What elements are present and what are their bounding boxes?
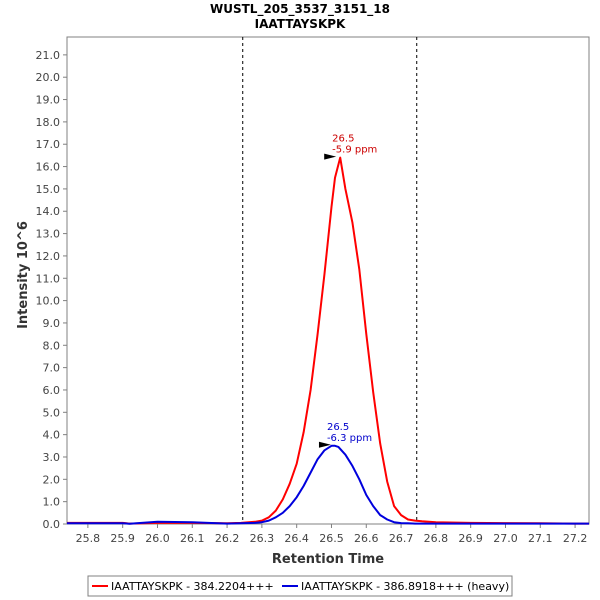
peak-marker — [324, 153, 337, 160]
y-tick-label: 0.0 — [43, 518, 61, 531]
peak-annotation-text: 26.5 — [327, 422, 349, 433]
peak-annotation-text: -6.3 ppm — [327, 433, 372, 444]
legend: IAATTAYSKPK - 384.2204+++ IAATTAYSKPK - 3… — [87, 575, 513, 597]
x-tick-label: 27.1 — [528, 532, 553, 545]
y-tick-label: 4.0 — [43, 429, 61, 442]
y-tick-label: 1.0 — [43, 496, 61, 509]
x-tick-label: 26.7 — [389, 532, 414, 545]
x-axis-label: Retention Time — [272, 552, 384, 567]
x-tick-label: 26.2 — [215, 532, 240, 545]
y-tick-label: 15.0 — [36, 183, 61, 196]
y-axis: 0.0 1.0 2.0 3.0 4.0 5.0 6.0 7.0 8.0 9.0 10.0 11.0 12… — [36, 49, 67, 531]
plot-area — [66, 36, 590, 525]
peak-annotation-text: -5.9 ppm — [332, 145, 377, 156]
x-tick-label: 27.2 — [563, 532, 588, 545]
y-tick-label: 5.0 — [43, 406, 61, 419]
y-tick-label: 8.0 — [43, 339, 61, 352]
chart-subtitle: IAATTAYSKPK — [255, 17, 346, 31]
x-tick-label: 27.0 — [493, 532, 518, 545]
y-tick-label: 7.0 — [43, 362, 61, 375]
y-tick-label: 13.0 — [36, 228, 61, 241]
peak-annotation-text: 26.5 — [332, 134, 354, 145]
x-tick-label: 25.9 — [110, 532, 135, 545]
y-tick-label: 18.0 — [36, 116, 61, 129]
y-tick-label: 2.0 — [43, 473, 61, 486]
x-tick-label: 26.9 — [458, 532, 483, 545]
series-layer — [67, 156, 589, 525]
y-tick-label: 16.0 — [36, 161, 61, 174]
x-tick-label: 26.8 — [424, 532, 449, 545]
y-tick-label: 3.0 — [43, 451, 61, 464]
y-tick-label: 12.0 — [36, 250, 61, 263]
y-tick-label: 20.0 — [36, 71, 61, 84]
y-tick-label: 9.0 — [43, 317, 61, 330]
x-tick-label: 26.0 — [145, 532, 170, 545]
peak-marker — [318, 441, 331, 448]
chart-title: WUSTL_205_3537_3151_18 — [210, 2, 390, 17]
legend-box — [87, 575, 513, 597]
legend-entry-label: IAATTAYSKPK - 386.8918+++ (heavy) — [301, 580, 509, 593]
y-tick-label: 19.0 — [36, 94, 61, 107]
x-tick-label: 26.6 — [354, 532, 379, 545]
y-tick-label: 21.0 — [36, 49, 61, 62]
x-axis: 25.8 25.9 26.0 26.1 26.2 26.3 26.4 26.5 26.6 26.7… — [76, 524, 588, 545]
x-tick-label: 25.8 — [76, 532, 101, 545]
x-tick-label: 26.3 — [250, 532, 275, 545]
x-tick-label: 26.1 — [180, 532, 205, 545]
x-tick-label: 26.5 — [319, 532, 344, 545]
y-axis-label: Intensity 10^6 — [16, 221, 31, 329]
y-tick-label: 17.0 — [36, 138, 61, 151]
y-tick-label: 11.0 — [36, 272, 61, 285]
y-tick-label: 10.0 — [36, 295, 61, 308]
series-heavy-line — [67, 444, 589, 525]
legend-entry-label: IAATTAYSKPK - 384.2204+++ — [111, 580, 274, 593]
y-tick-label: 6.0 — [43, 384, 61, 397]
y-tick-label: 14.0 — [36, 205, 61, 218]
x-tick-label: 26.4 — [284, 532, 309, 545]
